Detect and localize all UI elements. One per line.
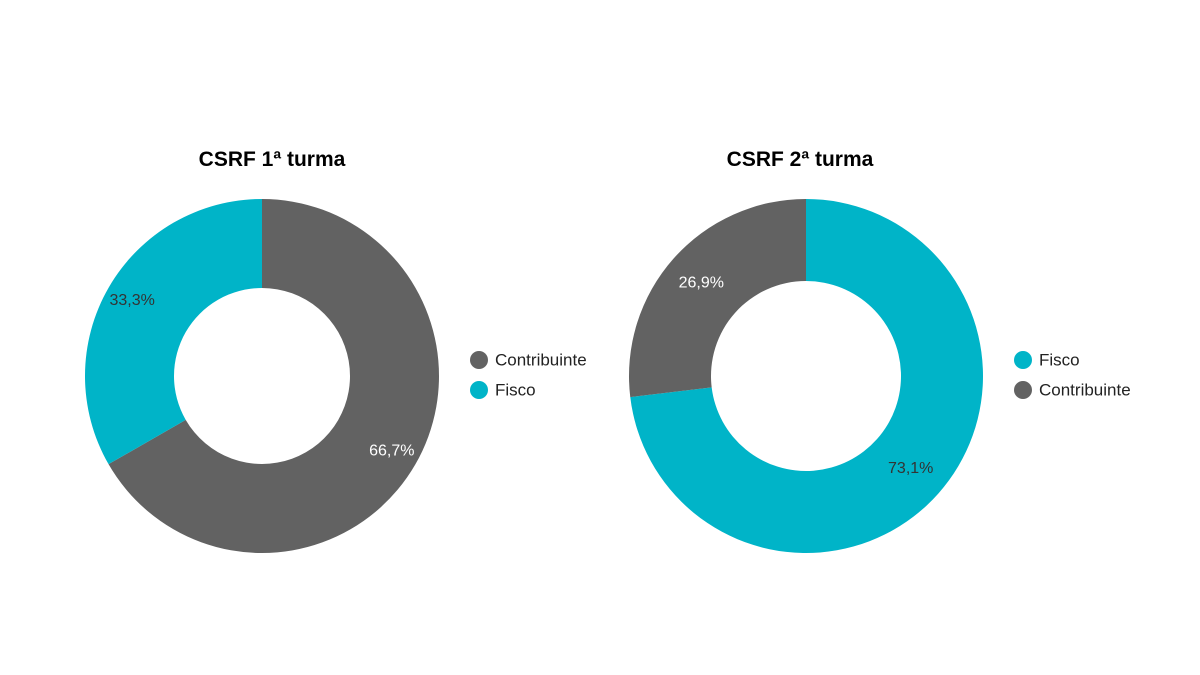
slice-label-contribuinte: 66,7%	[369, 442, 414, 459]
legend-label-fisco: Fisco	[1039, 350, 1080, 369]
chart-1-slice-labels: 66,7% 33,3%	[109, 292, 414, 459]
chart-1-slices	[85, 199, 439, 553]
chart-2-slices	[629, 199, 983, 554]
chart-2-slice-labels: 73,1% 26,9%	[679, 274, 934, 477]
chart-2: CSRF 2ª turma 73,1% 26,9% Fisco Contribuin…	[629, 148, 1131, 554]
slice-contribuinte	[108, 199, 439, 553]
slice-contribuinte	[629, 199, 806, 398]
legend-label-contribuinte: Contribuinte	[495, 350, 587, 369]
slice-fisco	[630, 199, 983, 554]
legend-swatch-contribuinte	[1014, 381, 1032, 399]
chart-2-legend: Fisco Contribuinte	[1014, 350, 1131, 399]
legend-label-contribuinte: Contribuinte	[1039, 380, 1131, 399]
slice-fisco	[85, 199, 262, 465]
chart-1: CSRF 1ª turma 66,7% 33,3% Contribuinte Fis…	[85, 148, 587, 553]
legend-label-fisco: Fisco	[495, 380, 536, 399]
slice-label-contribuinte: 26,9%	[679, 274, 724, 291]
legend-swatch-fisco	[470, 381, 488, 399]
legend-swatch-contribuinte	[470, 351, 488, 369]
legend-swatch-fisco	[1014, 351, 1032, 369]
chart-2-title: CSRF 2ª turma	[727, 148, 874, 171]
chart-1-title: CSRF 1ª turma	[199, 148, 346, 171]
chart-1-legend: Contribuinte Fisco	[470, 350, 587, 399]
slice-label-fisco: 33,3%	[109, 292, 154, 309]
slice-label-fisco: 73,1%	[888, 460, 933, 477]
